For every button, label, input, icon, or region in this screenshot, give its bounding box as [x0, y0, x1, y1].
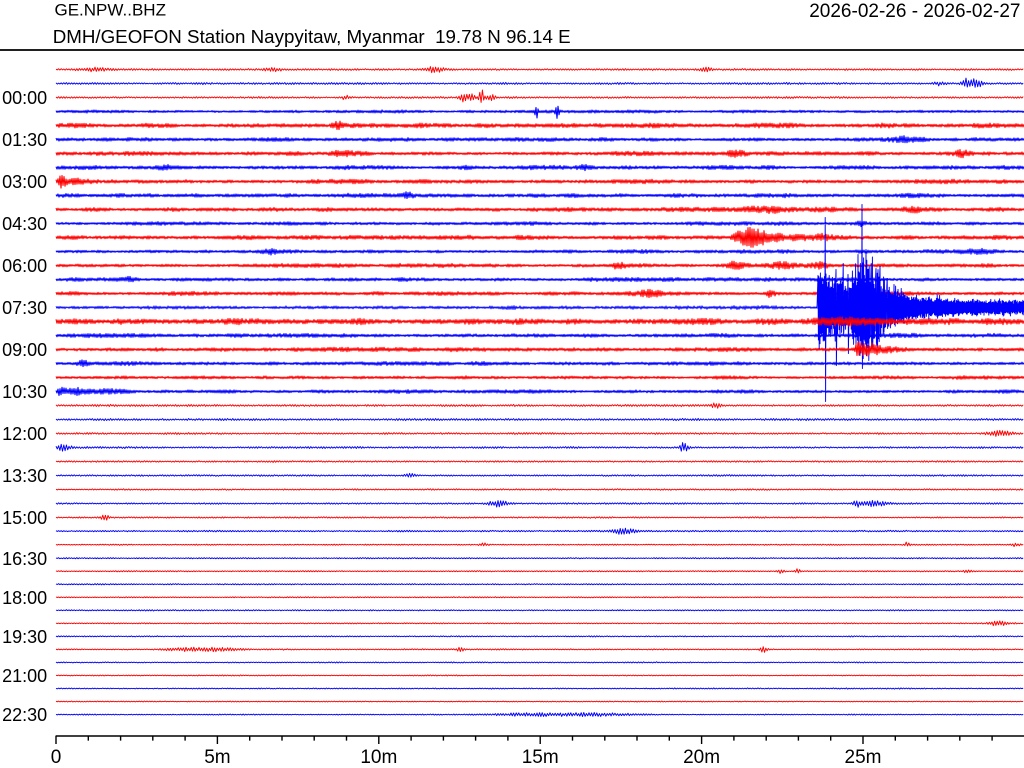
- svg-text:12:00: 12:00: [2, 424, 47, 444]
- svg-text:25m: 25m: [845, 747, 882, 768]
- svg-text:19:30: 19:30: [2, 627, 47, 647]
- svg-text:09:00: 09:00: [2, 340, 47, 360]
- svg-text:00:00: 00:00: [2, 88, 47, 108]
- svg-text:15:00: 15:00: [2, 508, 47, 528]
- svg-text:10:30: 10:30: [2, 382, 47, 402]
- svg-text:0: 0: [51, 747, 62, 768]
- svg-text:10m: 10m: [360, 747, 397, 768]
- svg-text:18:00: 18:00: [2, 588, 47, 608]
- svg-text:22:30: 22:30: [2, 705, 47, 725]
- svg-text:GE.NPW..BHZ: GE.NPW..BHZ: [55, 1, 166, 20]
- svg-text:2026-02-26 - 2026-02-27: 2026-02-26 - 2026-02-27: [809, 1, 1020, 22]
- svg-text:01:30: 01:30: [2, 130, 47, 150]
- svg-text:DMH/GEOFON Station Naypyitaw,: DMH/GEOFON Station Naypyitaw, Myanmar 19…: [53, 26, 571, 47]
- svg-text:04:30: 04:30: [2, 214, 47, 234]
- svg-text:15m: 15m: [522, 747, 559, 768]
- svg-text:13:30: 13:30: [2, 466, 47, 486]
- svg-text:03:00: 03:00: [2, 172, 47, 192]
- svg-text:21:00: 21:00: [2, 666, 47, 686]
- svg-text:5m: 5m: [204, 747, 230, 768]
- svg-text:16:30: 16:30: [2, 549, 47, 569]
- svg-text:20m: 20m: [683, 747, 720, 768]
- svg-text:07:30: 07:30: [2, 298, 47, 318]
- svg-text:06:00: 06:00: [2, 256, 47, 276]
